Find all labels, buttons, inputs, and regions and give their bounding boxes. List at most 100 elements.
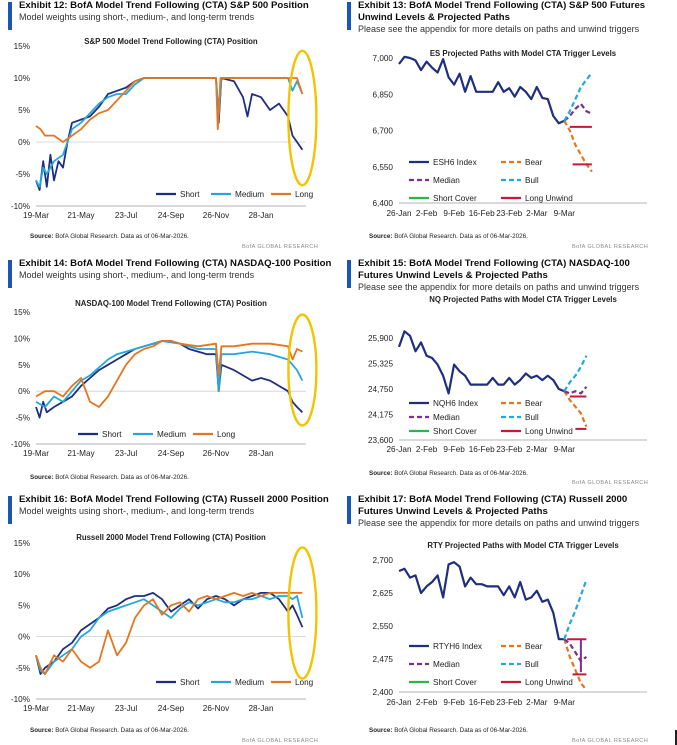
x-tick-label: 19-Mar — [23, 211, 49, 220]
exhibit-subtitle: Model weights using short-, medium-, and… — [19, 12, 255, 22]
accent-bar — [8, 260, 12, 288]
series-line-bear — [563, 638, 588, 691]
y-tick-label: 2,700 — [373, 556, 394, 565]
exhibit-title: Exhibit 16: BofA Model Trend Following (… — [19, 494, 329, 505]
x-tick-label: 23-Jul — [115, 449, 137, 458]
legend-label: Long Unwind — [525, 678, 573, 687]
legend-label: Short Cover — [433, 678, 477, 687]
brand-watermark: BofA GLOBAL RESEARCH — [572, 738, 649, 744]
exhibit-16-panel: Exhibit 16: BofA Model Trend Following (… — [8, 494, 338, 745]
legend-label: Long — [295, 678, 314, 687]
y-tick-label: 5% — [18, 106, 30, 115]
legend-label: Short Cover — [433, 427, 477, 436]
x-tick-label: 2-Feb — [416, 698, 438, 707]
series-line-rtyh6-index — [398, 561, 565, 641]
legend-label: Long — [295, 190, 314, 199]
x-tick-label: 2-Mar — [526, 209, 548, 218]
x-tick-label: 28-Jan — [248, 704, 273, 713]
y-tick-label: 6,850 — [373, 90, 394, 99]
y-tick-label: 23,600 — [368, 436, 393, 445]
series-line-median — [563, 638, 588, 663]
source-note: Source: BofA Global Research. Data as of… — [369, 233, 528, 240]
legend-label: Bull — [525, 660, 539, 669]
y-tick-label: 25,325 — [368, 360, 393, 369]
source-note: Source: BofA Global Research. Data as of… — [30, 474, 189, 481]
x-tick-label: 26-Nov — [203, 704, 230, 713]
x-tick-label: 24-Sep — [158, 704, 185, 713]
exhibit-title: Exhibit 12: BofA Model Trend Following (… — [19, 0, 309, 11]
series-line-median — [563, 386, 588, 395]
legend-label: Short Cover — [433, 194, 477, 203]
x-tick-label: 23-Feb — [496, 209, 522, 218]
x-tick-label: 24-Sep — [158, 211, 185, 220]
x-tick-label: 19-Mar — [23, 704, 49, 713]
highlight-circle — [287, 546, 318, 680]
series-line-esh6-index — [398, 55, 565, 125]
exhibit-subtitle: Please see the appendix for more details… — [358, 24, 640, 34]
page-edge-marker — [675, 730, 677, 745]
y-tick-label: -5% — [15, 170, 30, 179]
highlight-circle — [287, 313, 318, 427]
y-tick-label: 2,550 — [373, 622, 394, 631]
legend-label: Long Unwind — [525, 194, 573, 203]
x-tick-label: 23-Feb — [496, 698, 522, 707]
russell2000-cta-position-chart: Russell 2000 Model Trend Following (CTA)… — [11, 533, 318, 713]
x-tick-label: 26-Nov — [203, 211, 230, 220]
legend-label: Short — [102, 430, 122, 439]
legend-label: Medium — [235, 678, 264, 687]
legend-label: Median — [433, 660, 460, 669]
x-tick-label: 21-May — [67, 449, 95, 458]
exhibit-title: Exhibit 17: BofA Model Trend Following (… — [358, 494, 628, 517]
exhibit-12-panel: Exhibit 12: BofA Model Trend Following (… — [8, 0, 338, 250]
y-tick-label: 10% — [14, 334, 30, 343]
y-tick-label: 6,550 — [373, 163, 394, 172]
series-line-bull — [563, 579, 588, 640]
exhibit-title: Exhibit 14: BofA Model Trend Following (… — [19, 258, 332, 269]
chart-title: Russell 2000 Model Trend Following (CTA)… — [76, 533, 266, 542]
chart-title: NASDAQ-100 Model Trend Following (CTA) P… — [75, 299, 267, 308]
source-note: Source: BofA Global Research. Data as of… — [30, 727, 189, 734]
exhibit-subtitle: Model weights using short-, medium-, and… — [19, 270, 255, 280]
accent-bar — [347, 496, 351, 524]
y-tick-label: 24,175 — [368, 411, 393, 420]
x-tick-label: 9-Feb — [443, 698, 465, 707]
chart-title: RTY Projected Paths with Model CTA Trigg… — [427, 541, 619, 550]
x-tick-label: 21-May — [67, 704, 95, 713]
y-tick-label: 5% — [18, 361, 30, 370]
sp500-cta-position-chart: S&P 500 Model Trend Following (CTA) Posi… — [11, 37, 318, 220]
x-tick-label: 9-Feb — [443, 209, 465, 218]
accent-bar — [8, 2, 12, 30]
y-tick-label: 25,900 — [368, 334, 393, 343]
legend-label: Long Unwind — [525, 427, 573, 436]
highlight-circle — [287, 49, 318, 187]
legend-label: Bull — [525, 413, 539, 422]
series-line-bear — [563, 120, 593, 173]
exhibit-title: Exhibit 15: BofA Model Trend Following (… — [358, 258, 630, 281]
y-tick-label: 24,750 — [368, 385, 393, 394]
legend-label: Bear — [525, 158, 543, 167]
y-tick-label: -10% — [11, 202, 30, 211]
legend-label: Median — [433, 176, 460, 185]
series-line-medium — [35, 595, 304, 675]
x-tick-label: 23-Jul — [115, 211, 137, 220]
series-line-short — [35, 592, 304, 675]
y-tick-label: -5% — [15, 664, 30, 673]
nasdaq100-cta-position-chart: NASDAQ-100 Model Trend Following (CTA) P… — [11, 299, 318, 458]
x-tick-label: 9-Mar — [554, 209, 576, 218]
brand-watermark: BofA GLOBAL RESEARCH — [242, 738, 319, 744]
x-tick-label: 28-Jan — [248, 449, 273, 458]
series-line-long — [35, 592, 303, 675]
x-tick-label: 26-Jan — [386, 209, 411, 218]
y-tick-label: 0% — [18, 387, 30, 396]
y-tick-label: 0% — [18, 633, 30, 642]
y-tick-label: 10% — [14, 570, 30, 579]
series-line-long — [35, 340, 303, 408]
legend-label: Short — [180, 190, 200, 199]
y-tick-label: -10% — [11, 695, 30, 704]
x-tick-label: 26-Jan — [386, 445, 411, 454]
x-tick-label: 21-May — [67, 211, 95, 220]
x-tick-label: 24-Sep — [158, 449, 185, 458]
exhibit-17-panel: Exhibit 17: BofA Model Trend Following (… — [347, 494, 667, 745]
accent-bar — [347, 260, 351, 288]
series-line-long — [35, 77, 304, 143]
